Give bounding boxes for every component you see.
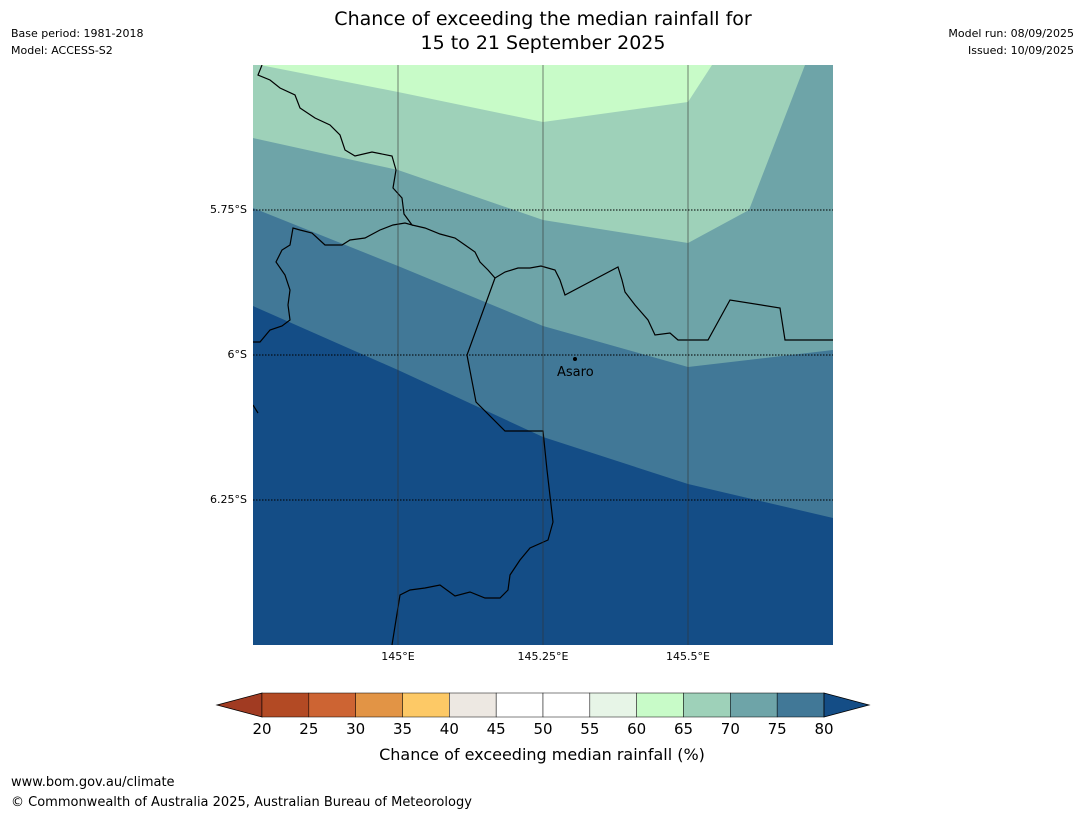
colorbar-box-35-40 [402, 692, 450, 718]
colorbar-box-75-80 [776, 692, 825, 718]
title-line-2: 15 to 21 September 2025 [420, 32, 666, 54]
colorbar-tick-label: 40 [439, 720, 459, 738]
province-boundary-west-edge [253, 404, 259, 414]
lon-label-145-5e: 145.5°E [666, 650, 710, 663]
base-period-text: Base period: 1981-2018 [11, 27, 144, 40]
province-boundary-north [253, 65, 414, 343]
colorbar-tick-label: 20 [252, 720, 272, 738]
colorbar-box-45-50 [495, 692, 544, 718]
title-line-1: Chance of exceeding the median rainfall … [334, 8, 752, 30]
lat-label-6s: 6°S [227, 348, 247, 361]
colorbar-tick-label: 55 [580, 720, 600, 738]
latitude-gridlines [253, 209, 833, 501]
place-label-asaro: Asaro [557, 365, 594, 380]
zone-60-65 [253, 65, 712, 122]
colorbar-box-60-65 [636, 692, 684, 718]
colorbar-tick-label: 45 [486, 720, 506, 738]
model-text: Model: ACCESS-S2 [11, 44, 113, 57]
footer-copyright: © Commonwealth of Australia 2025, Austra… [11, 795, 472, 810]
colorbar-tick-label: 75 [767, 720, 787, 738]
lat-label-5-75s: 5.75°S [210, 203, 247, 216]
colorbar-extend-high [823, 692, 871, 718]
colorbar-tick-label: 30 [346, 720, 366, 738]
colorbar-tick-label: 35 [392, 720, 413, 738]
place-marker-asaro [573, 357, 577, 361]
map-title: Chance of exceeding the median rainfall … [243, 7, 843, 55]
lon-label-145-25e: 145.25°E [517, 650, 569, 663]
lat-label-6-25s: 6.25°S [210, 493, 247, 506]
run-info-right: Model run: 08/09/2025 Issued: 10/09/2025 [948, 25, 1074, 59]
province-boundary-south [391, 277, 554, 645]
colorbar-tick-label: 60 [627, 720, 647, 738]
footer-url[interactable]: www.bom.gov.au/climate [11, 775, 175, 790]
colorbar-box-20-25 [261, 692, 310, 718]
colorbar-box-50-55 [542, 692, 591, 718]
colorbar-tick-label: 50 [533, 720, 553, 738]
colorbar-tick-label: 65 [673, 720, 694, 738]
colorbar-box-55-60 [589, 692, 637, 718]
colorbar-extend-low [215, 692, 263, 718]
colorbar-box-30-35 [355, 692, 403, 718]
colorbar-label: Chance of exceeding median rainfall (%) [379, 745, 705, 764]
colorbar-tick-label: 70 [720, 720, 740, 738]
colorbar-tick-label: 25 [299, 720, 319, 738]
colorbar-box-70-75 [730, 692, 778, 718]
model-run-text: Model run: 08/09/2025 [948, 27, 1074, 40]
colorbar-box-25-30 [308, 692, 356, 718]
run-info-left: Base period: 1981-2018 Model: ACCESS-S2 [11, 25, 143, 59]
lon-label-145e: 145°E [381, 650, 415, 663]
zone-65-70 [253, 65, 805, 243]
colorbar-box-65-70 [683, 692, 731, 718]
colorbar-tick-label: 80 [814, 720, 834, 738]
colorbar-boxes [215, 692, 871, 718]
colorbar-box-40-45 [449, 692, 497, 718]
issued-text: Issued: 10/09/2025 [967, 44, 1074, 57]
